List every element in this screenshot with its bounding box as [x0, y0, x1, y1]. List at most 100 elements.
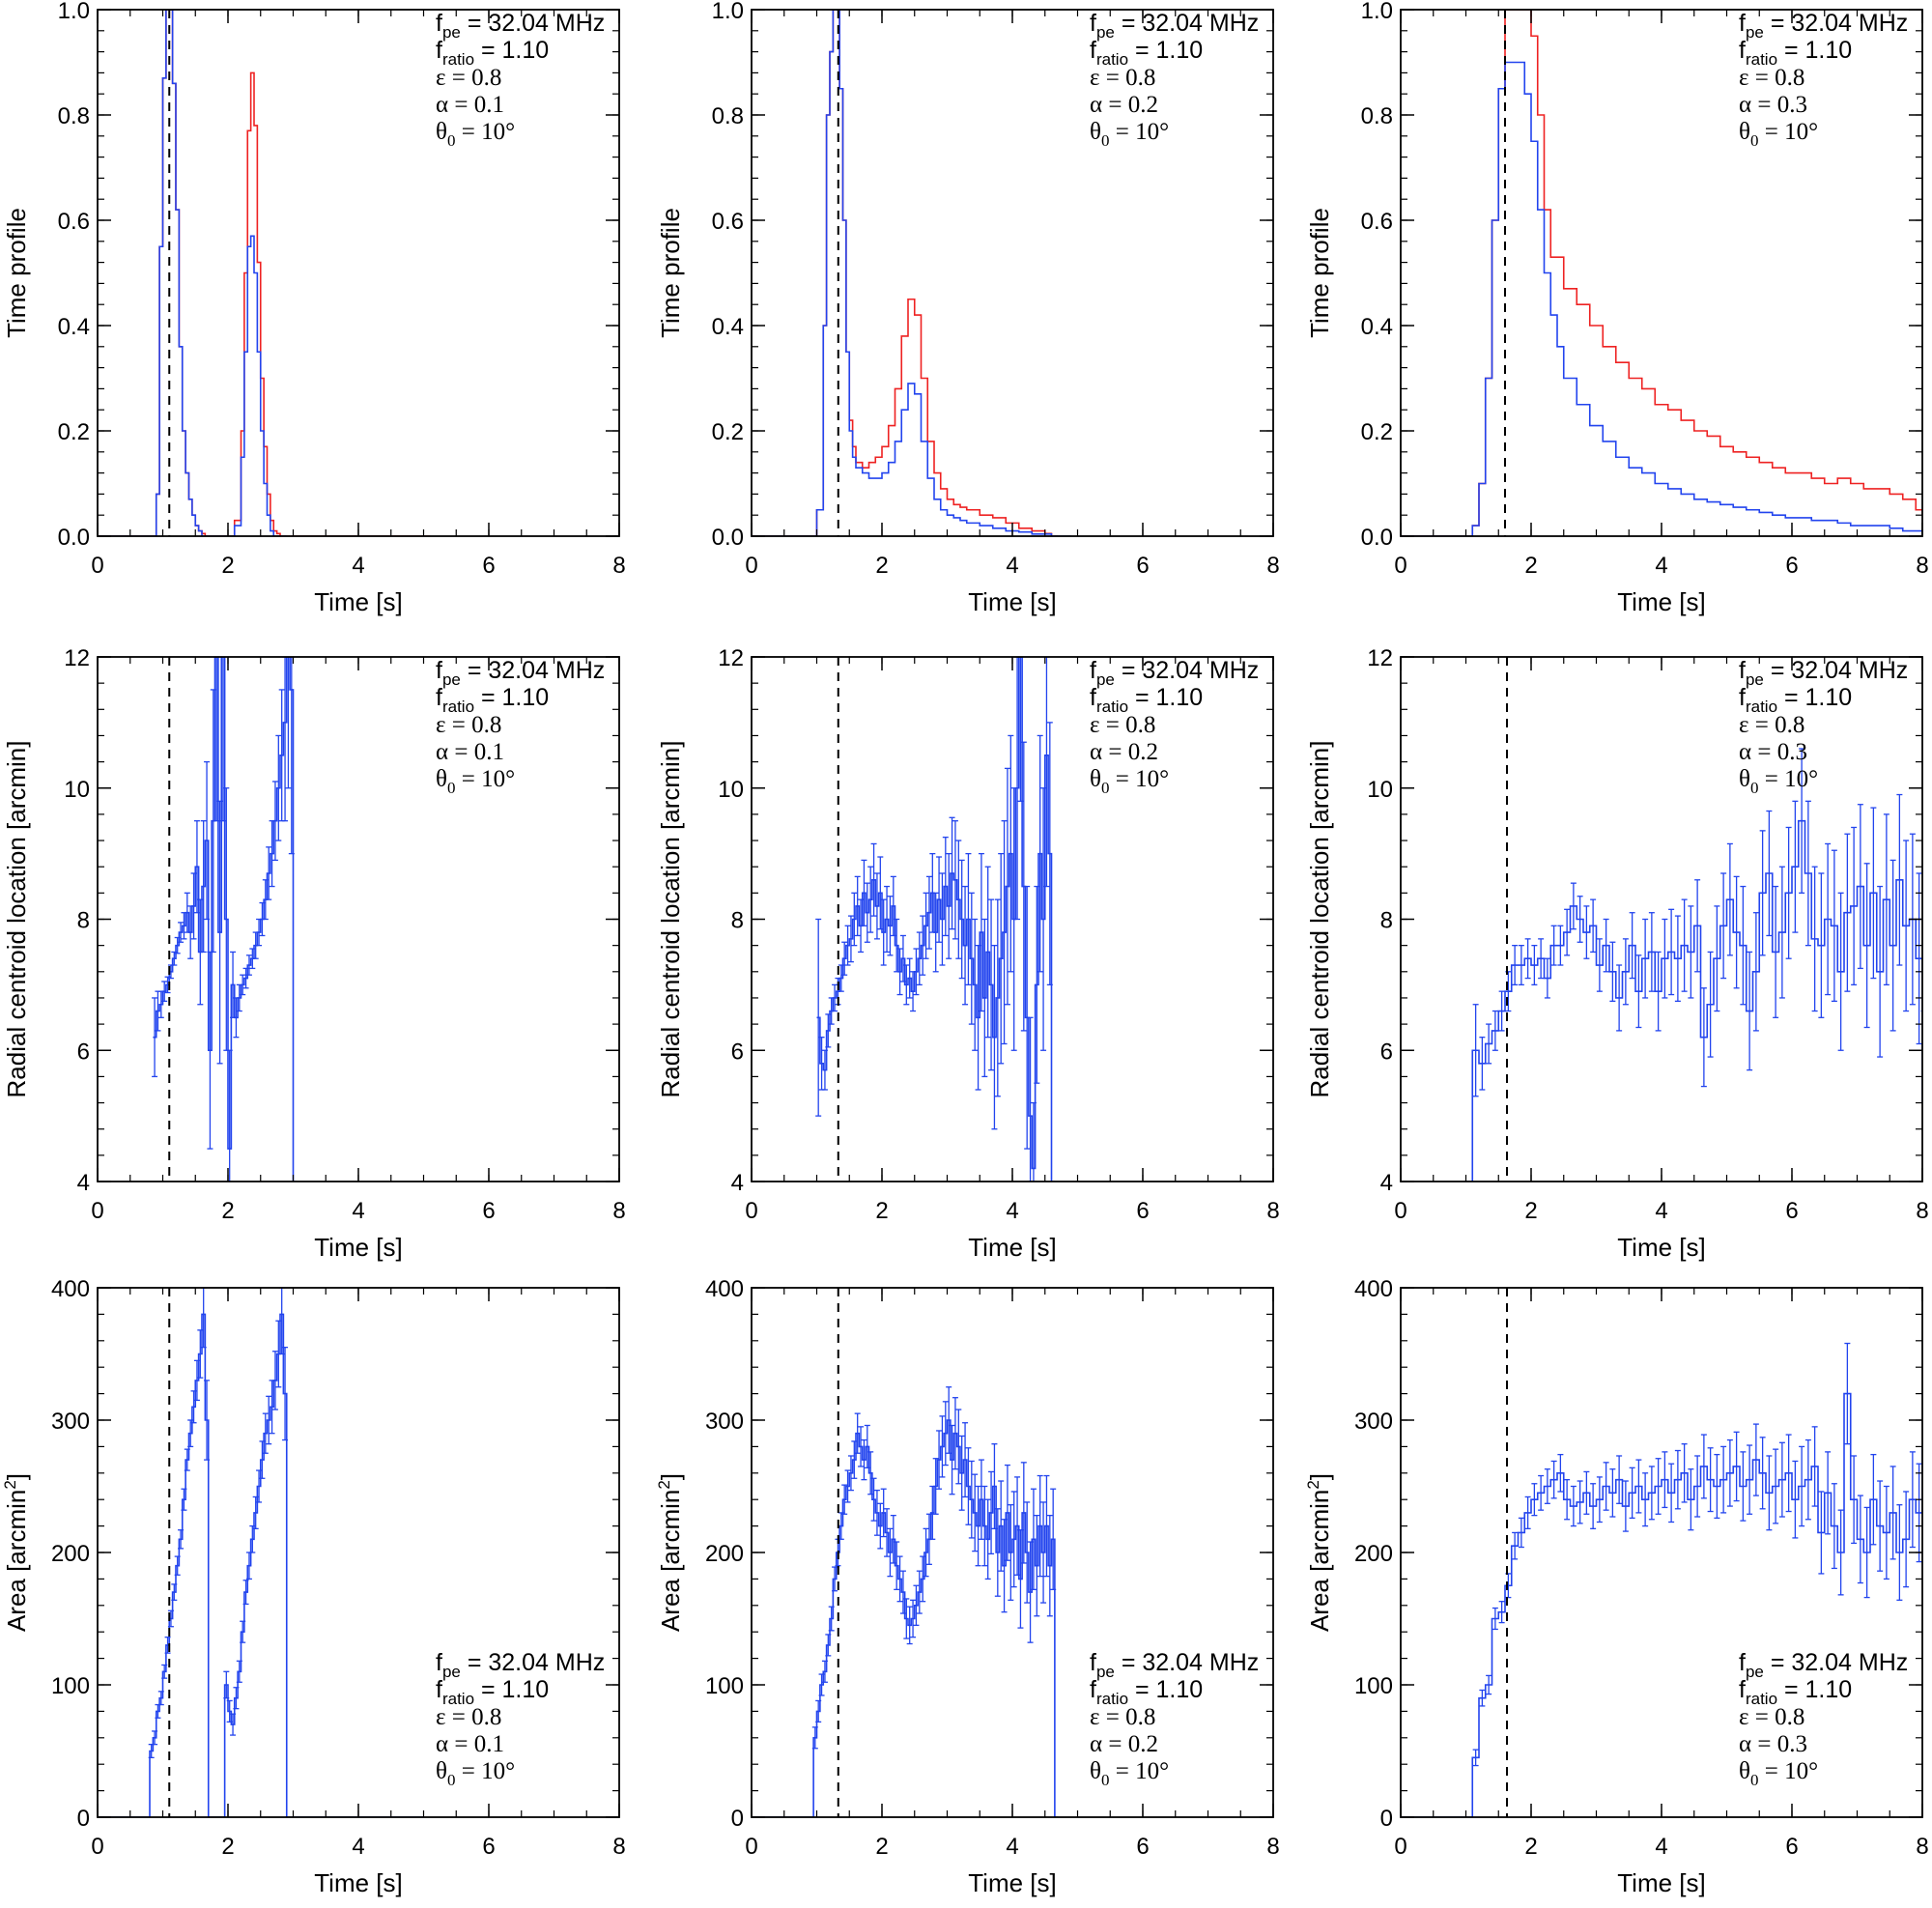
y-axis-label-sup: 2: [1, 1480, 19, 1489]
y-tick-label: 100: [705, 1673, 744, 1699]
x-axis-label: Time [s]: [1617, 587, 1705, 616]
x-tick-label: 6: [1785, 553, 1798, 579]
annotation-alpha: α = 0.3: [1739, 92, 1807, 118]
x-tick-label: 6: [1136, 1834, 1149, 1860]
x-axis-label: Time [s]: [314, 1868, 402, 1897]
annotation-fpe: fpe = 32.04 MHz: [1090, 10, 1259, 42]
annotation-alpha: α = 0.1: [436, 739, 504, 765]
annotation-epsilon: ε = 0.8: [436, 1704, 501, 1730]
y-axis-label-sup: 2: [1304, 1480, 1322, 1489]
y-tick-label: 0.8: [58, 103, 90, 129]
annotation-fratio: fratio = 1.10: [1090, 37, 1203, 69]
x-tick-label: 2: [221, 1198, 234, 1224]
x-tick-label: 4: [1006, 553, 1018, 579]
annotation-fratio: fratio = 1.10: [436, 37, 549, 69]
annotation-fratio: fratio = 1.10: [436, 684, 549, 716]
x-tick-label: 0: [745, 1198, 757, 1224]
y-axis-label-text: Radial centroid location [arcmin]: [656, 741, 685, 1098]
x-axis-label: Time [s]: [1617, 1233, 1705, 1262]
plot-area: [752, 10, 1071, 536]
annotation-alpha: α = 0.2: [1090, 92, 1158, 118]
x-axis-label: Time [s]: [968, 1233, 1056, 1262]
y-tick-label: 0.4: [712, 314, 744, 340]
y-tick-label: 6: [77, 1039, 90, 1065]
y-axis-label: Time profile: [656, 208, 685, 338]
x-tick-label: 8: [612, 1834, 625, 1860]
annotation-fpe: fpe = 32.04 MHz: [1090, 1649, 1259, 1681]
annotation-alpha: α = 0.3: [1739, 739, 1807, 765]
y-tick-label: 0: [77, 1806, 90, 1832]
plot-area: [815, 657, 1055, 1182]
annotation-theta: θ0 = 10°: [1090, 766, 1169, 797]
y-axis-label-tail: ]: [2, 1473, 31, 1480]
plot-area: [1401, 10, 1922, 536]
annotation-alpha: α = 0.1: [436, 1731, 504, 1757]
x-tick-label: 4: [1655, 1834, 1667, 1860]
annotation-fpe: fpe = 32.04 MHz: [1739, 657, 1908, 689]
annotation-fratio: fratio = 1.10: [1739, 1676, 1852, 1708]
x-tick-label: 8: [1916, 1834, 1928, 1860]
series-blue-line: [752, 1419, 1059, 1817]
y-tick-label: 0.2: [1361, 419, 1393, 445]
x-tick-label: 8: [1916, 553, 1928, 579]
y-tick-label: 0.0: [1361, 525, 1393, 551]
y-axis-label: Area [arcmin2]: [655, 1473, 685, 1632]
series-red-line: [752, 10, 1059, 536]
x-tick-label: 0: [91, 1834, 103, 1860]
annotation-fpe: fpe = 32.04 MHz: [436, 1649, 605, 1681]
y-tick-label: 300: [1354, 1409, 1393, 1435]
x-tick-label: 6: [1136, 1198, 1149, 1224]
panel-tp1: 0 2 4 6 8 0.0 0.2 0.4 0.6 0.8 1.0 Time [s] Time prof…: [2, 0, 626, 616]
x-tick-label: 6: [1136, 553, 1149, 579]
x-tick-label: 8: [1266, 1198, 1279, 1224]
y-tick-label: 10: [64, 777, 90, 803]
annotation-alpha: α = 0.2: [1090, 1731, 1158, 1757]
y-tick-label: 0.2: [712, 419, 744, 445]
annotation-alpha: α = 0.2: [1090, 739, 1158, 765]
y-axis-label: Area [arcmin2]: [1, 1473, 31, 1632]
x-tick-label: 2: [875, 1198, 888, 1224]
x-tick-label: 8: [1266, 553, 1279, 579]
x-axis-label: Time [s]: [968, 587, 1056, 616]
series-red-line: [1401, 10, 1922, 536]
annotation-fratio: fratio = 1.10: [436, 1676, 549, 1708]
annotation-epsilon: ε = 0.8: [436, 712, 501, 738]
annotation-epsilon: ε = 0.8: [1739, 1704, 1804, 1730]
y-tick-label: 200: [705, 1541, 744, 1567]
y-tick-label: 0.8: [712, 103, 744, 129]
x-tick-label: 6: [482, 553, 495, 579]
plot-area: [152, 657, 297, 1182]
y-axis-label: Area [arcmin2]: [1304, 1473, 1334, 1632]
series-blue-line: [752, 10, 1071, 536]
annotation-fratio: fratio = 1.10: [1739, 37, 1852, 69]
x-tick-label: 0: [745, 553, 757, 579]
x-tick-label: 0: [1394, 553, 1406, 579]
x-tick-label: 6: [1785, 1198, 1798, 1224]
y-tick-label: 0.0: [58, 525, 90, 551]
series-red-line: [98, 10, 431, 536]
series-blue-line: [1401, 61, 1922, 536]
y-tick-label: 0.6: [712, 209, 744, 235]
y-tick-label: 100: [1354, 1673, 1393, 1699]
y-tick-label: 4: [77, 1170, 90, 1196]
y-tick-label: 0.2: [58, 419, 90, 445]
x-tick-label: 2: [1524, 1198, 1537, 1224]
plot-area: [1401, 1342, 1922, 1817]
y-axis-label-tail: ]: [656, 1473, 685, 1480]
panel-rc1: 0 2 4 6 8 4 6 8 10 12 Time [s] Radial centroid loca…: [2, 645, 626, 1262]
annotation-epsilon: ε = 0.8: [1090, 712, 1155, 738]
annotation-fpe: fpe = 32.04 MHz: [1739, 10, 1908, 42]
annotation-alpha: α = 0.3: [1739, 1731, 1807, 1757]
y-axis-label: Radial centroid location [arcmin]: [2, 741, 31, 1098]
annotation-fpe: fpe = 32.04 MHz: [1739, 1649, 1908, 1681]
x-tick-label: 8: [612, 1198, 625, 1224]
